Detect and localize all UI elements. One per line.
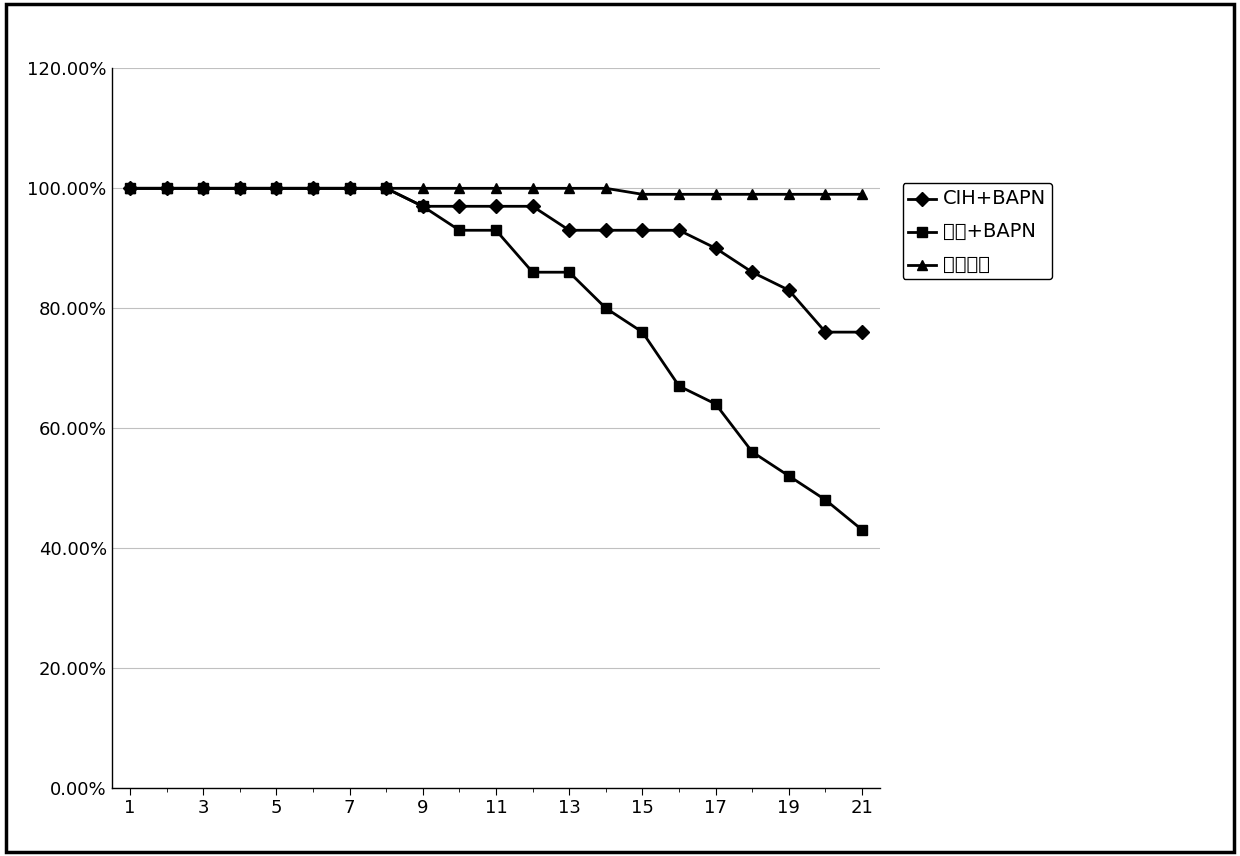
Legend: CIH+BAPN, 常氧+BAPN, 空白对照: CIH+BAPN, 常氧+BAPN, 空白对照	[903, 183, 1052, 279]
